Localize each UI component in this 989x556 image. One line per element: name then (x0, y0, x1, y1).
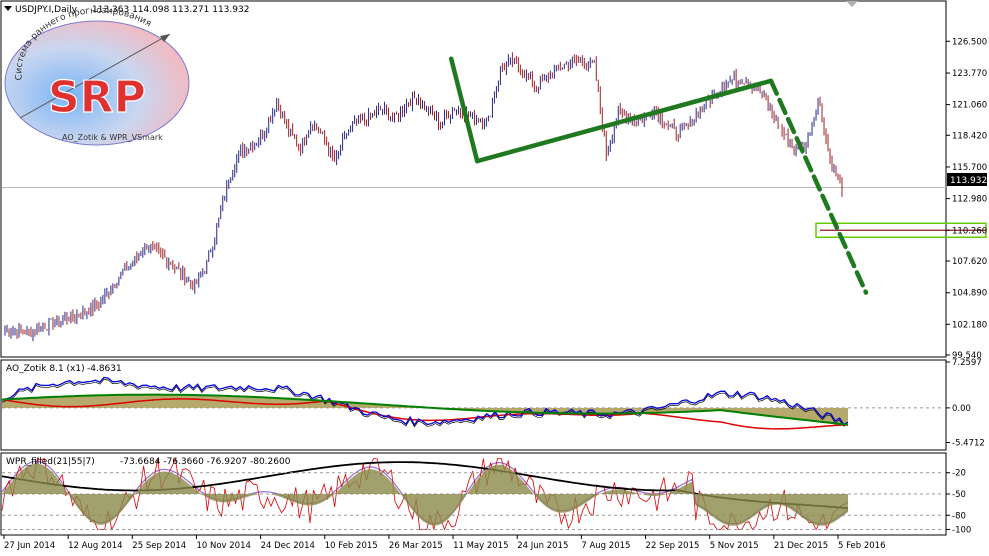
y-tick-label: 118.420 (952, 131, 987, 141)
price-layer (2, 52, 987, 342)
x-tick-label: 24 Jun 2015 (517, 541, 568, 551)
ao-tick-label: -5.4712 (952, 438, 985, 448)
y-tick-label: 104.890 (952, 289, 987, 299)
x-tick-label: 22 Sep 2015 (646, 541, 700, 551)
wpr-layer (2, 463, 944, 530)
scroll-marker-icon[interactable] (846, 1, 858, 7)
x-tick-label: 12 Aug 2014 (68, 541, 122, 551)
wpr-area (2, 463, 848, 526)
wpr-title: WPR_filled(21|55|7) (6, 457, 95, 467)
y-tick-label: 126.500 (952, 37, 987, 47)
y-tick-label: 102.180 (952, 320, 987, 330)
y-tick-label: 121.060 (952, 101, 987, 111)
ao-fast-line (1, 378, 849, 428)
y-tick-label: 107.620 (952, 257, 987, 267)
wpr-tick-label: -20 (952, 469, 966, 479)
x-tick-label: 5 Feb 2016 (838, 541, 886, 551)
trend-line (448, 56, 480, 164)
srp-logo: Система раннего прогнозирования SRP AO_Z… (4, 6, 190, 146)
trend-line (474, 78, 774, 164)
ao-signal-line (1, 398, 848, 430)
wpr-tick-label: -100 (952, 525, 971, 535)
ao-blue-line (1, 376, 849, 426)
wpr-value: -73.6684 -76.3660 -76.9207 -80.2600 (120, 457, 291, 467)
trend-line (768, 78, 869, 295)
x-tick-label: 25 Sep 2014 (132, 541, 186, 551)
ao-slow-line (1, 393, 849, 426)
y-tick-label: 99.540 (952, 351, 982, 361)
x-tick-label: 5 Nov 2015 (710, 541, 759, 551)
x-tick-label: 27 Jun 2014 (4, 541, 55, 551)
ao-tick-label: 0.00 (952, 404, 971, 414)
x-tick-label: 24 Dec 2014 (261, 541, 315, 551)
ao-value: -4.8631 (87, 364, 122, 374)
ao-tick-label: 7.2597 (952, 358, 982, 368)
current-price-tag (947, 173, 987, 186)
x-tick-label: 10 Feb 2015 (325, 541, 378, 551)
y-tick-label: 110.260 (952, 226, 987, 236)
ohlc-readout: 113.363 114.098 113.271 113.932 (92, 5, 249, 15)
current-price-text: 113.932 (950, 176, 987, 186)
x-tick-label: 26 Mar 2015 (389, 541, 443, 551)
x-tick-label: 11 May 2015 (453, 541, 508, 551)
wpr-tick-label: -50 (952, 490, 966, 500)
x-tick-label: 21 Dec 2015 (774, 541, 828, 551)
ao-title: AO_Zotik 8.1 (x1) (6, 364, 85, 374)
axis-layer: 126.500 123.770 121.060 118.420 115.700 112.9… (3, 37, 987, 551)
x-tick-label: 7 Aug 2015 (581, 541, 630, 551)
y-tick-label: 112.980 (952, 195, 987, 205)
wpr-tick-label: -80 (952, 511, 966, 521)
logo-credit: AO_Zotik & WPR_VSmark (62, 133, 163, 142)
y-tick-label: 115.700 (952, 163, 987, 173)
ao-area (2, 394, 848, 425)
y-tick-label: 123.770 (952, 69, 987, 79)
chart-title: USDJPY.I,Daily (15, 5, 78, 15)
logo-text: SRP (48, 72, 146, 123)
collapse-arrow-icon[interactable] (4, 6, 12, 11)
x-tick-label: 10 Nov 2014 (196, 541, 250, 551)
